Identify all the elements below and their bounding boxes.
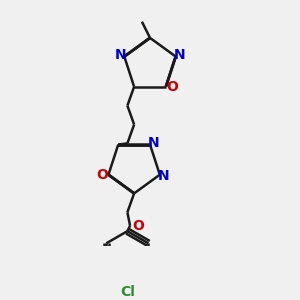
Text: N: N [158,169,170,183]
Text: Cl: Cl [120,285,135,299]
Text: N: N [148,136,160,150]
Text: N: N [115,48,126,62]
Text: O: O [132,219,144,233]
Text: N: N [174,48,185,62]
Text: O: O [166,80,178,94]
Text: O: O [97,168,108,182]
